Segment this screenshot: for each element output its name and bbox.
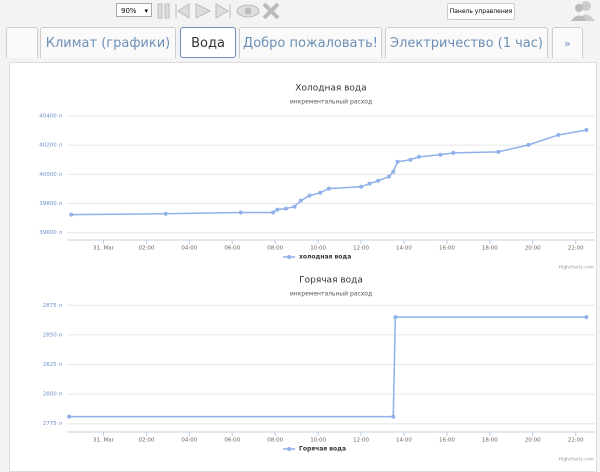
x-tick-label: 16:00 xyxy=(439,438,455,444)
point-marker xyxy=(69,212,74,217)
x-tick-label: 02:00 xyxy=(138,438,154,444)
legend-label: Горячая вода xyxy=(299,446,346,453)
x-tick-label: 04:00 xyxy=(181,246,197,252)
legend-symbol xyxy=(287,447,291,451)
point-marker xyxy=(326,186,331,191)
point-marker xyxy=(395,159,400,164)
x-tick-label: 31. Mar xyxy=(93,246,115,252)
tab[interactable] xyxy=(6,27,38,58)
point-marker xyxy=(584,315,589,320)
point-marker xyxy=(292,204,297,209)
series-line xyxy=(69,316,587,418)
x-tick-label: 22:00 xyxy=(568,246,584,252)
x-tick-label: 08:00 xyxy=(267,438,283,444)
close-icon[interactable] xyxy=(262,2,280,20)
point-marker xyxy=(391,414,396,419)
x-tick-label: 04:00 xyxy=(181,438,197,444)
point-marker xyxy=(283,206,288,211)
point-marker xyxy=(318,190,323,195)
y-tick-label: 40200 л xyxy=(39,143,62,149)
y-tick-label: 2825 л xyxy=(43,362,63,368)
tab[interactable]: Электричество (1 час) xyxy=(385,27,548,58)
x-tick-label: 12:00 xyxy=(353,246,369,252)
point-marker xyxy=(238,210,243,215)
x-tick-label: 06:00 xyxy=(224,438,240,444)
x-tick-label: 20:00 xyxy=(525,438,541,444)
point-marker xyxy=(496,149,501,154)
media-controls xyxy=(157,2,280,20)
x-tick-label: 22:00 xyxy=(568,438,584,444)
y-tick-label: 40400 л xyxy=(39,113,62,119)
prev-icon[interactable] xyxy=(175,3,190,19)
credits: Highcharts.com xyxy=(559,457,594,463)
y-tick-label: 2800 л xyxy=(43,392,63,398)
tab-more[interactable]: » xyxy=(552,27,583,58)
point-marker xyxy=(386,174,391,179)
point-marker xyxy=(163,211,168,216)
point-marker xyxy=(307,193,312,198)
pause-icon[interactable] xyxy=(157,3,163,19)
x-tick-label: 18:00 xyxy=(482,438,498,444)
point-marker xyxy=(417,154,421,159)
point-marker xyxy=(67,414,72,419)
y-tick-label: 40000 л xyxy=(39,172,62,178)
tab-active[interactable]: Вода xyxy=(180,27,236,58)
tab[interactable]: Климат (графики) xyxy=(40,27,176,58)
x-tick-label: 16:00 xyxy=(439,246,455,252)
x-tick-label: 06:00 xyxy=(224,246,240,252)
chart-title: Холодная вода xyxy=(295,84,366,94)
point-marker xyxy=(391,169,396,174)
point-marker xyxy=(451,150,456,155)
y-tick-label: 2775 л xyxy=(43,421,63,427)
point-marker xyxy=(393,315,398,320)
chart-subtitle: инкрементальный расход xyxy=(290,291,372,298)
y-tick-label: 39800 л xyxy=(39,201,62,207)
x-tick-label: 12:00 xyxy=(353,438,369,444)
user-icon[interactable] xyxy=(570,0,596,22)
y-tick-label: 2850 л xyxy=(43,332,63,338)
control-panel-button[interactable]: Панель управления xyxy=(447,3,515,20)
point-marker xyxy=(526,142,531,147)
point-marker xyxy=(438,152,443,157)
point-marker xyxy=(359,184,364,189)
point-marker xyxy=(408,157,413,162)
content-panel xyxy=(9,62,597,472)
credits: Highcharts.com xyxy=(559,265,594,271)
point-marker xyxy=(275,207,280,212)
y-tick-label: 2875 л xyxy=(43,303,63,309)
x-tick-label: 10:00 xyxy=(310,246,326,252)
chart-title: Горячая вода xyxy=(299,276,363,286)
point-marker xyxy=(584,127,589,132)
eye-pupil xyxy=(244,7,252,15)
x-tick-label: 18:00 xyxy=(482,246,498,252)
x-tick-label: 31. Mar xyxy=(93,438,115,444)
x-tick-label: 10:00 xyxy=(310,438,326,444)
point-marker xyxy=(271,210,276,215)
x-tick-label: 14:00 xyxy=(396,438,412,444)
y-tick-label: 39600 л xyxy=(39,230,62,236)
point-marker xyxy=(367,181,372,186)
point-marker xyxy=(298,198,303,203)
play-icon[interactable] xyxy=(195,3,212,19)
zoom-select[interactable]: 90% xyxy=(116,3,152,18)
point-marker xyxy=(556,132,561,137)
next-icon[interactable] xyxy=(215,3,231,19)
chart-subtitle: инкрементальный расход xyxy=(290,99,372,106)
x-tick-label: 08:00 xyxy=(267,246,283,252)
x-tick-label: 02:00 xyxy=(138,246,154,252)
point-marker xyxy=(376,178,381,183)
x-tick-label: 14:00 xyxy=(396,246,412,252)
pause-icon-bar xyxy=(164,3,170,19)
x-tick-label: 20:00 xyxy=(525,246,541,252)
legend-symbol xyxy=(287,255,291,259)
tab[interactable]: Добро пожаловать! xyxy=(239,27,382,58)
series-line xyxy=(71,129,587,216)
legend-label: холодная вода xyxy=(299,254,351,261)
